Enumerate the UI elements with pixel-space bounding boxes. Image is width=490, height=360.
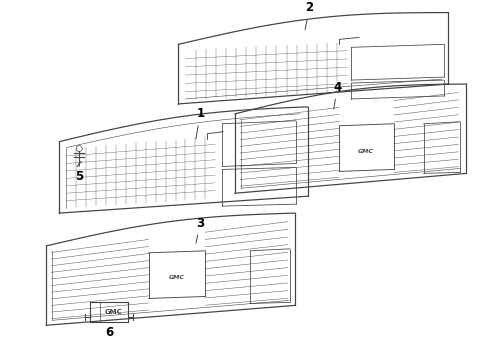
Text: 1: 1 [196,107,204,139]
Text: GMC: GMC [169,275,185,280]
Text: 5: 5 [75,163,83,183]
Text: GMC: GMC [105,309,123,315]
Text: 6: 6 [105,322,113,339]
Text: GMC: GMC [358,149,374,154]
Text: 3: 3 [196,216,204,243]
Text: 4: 4 [333,81,342,109]
Text: 2: 2 [305,1,314,30]
